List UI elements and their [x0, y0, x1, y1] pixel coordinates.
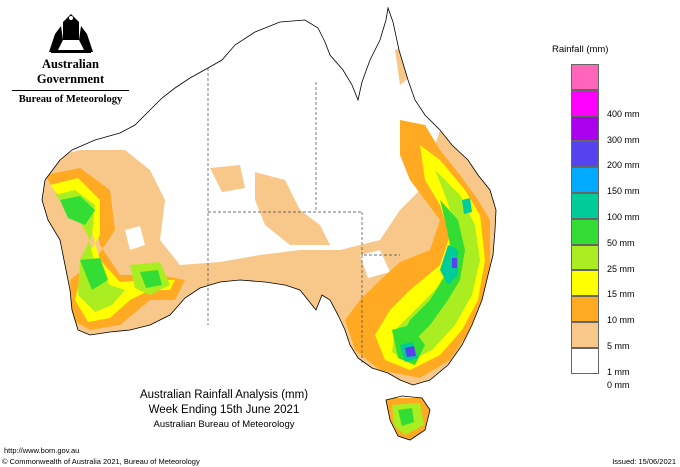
legend-label: 300 mm	[607, 134, 640, 145]
legend-row: 10 mm	[555, 296, 665, 326]
legend-label: 400 mm	[607, 108, 640, 119]
footer-copyright: © Commonwealth of Australia 2021, Bureau…	[2, 457, 200, 466]
map-title: Australian Rainfall Analysis (mm)	[139, 389, 309, 401]
legend-label: 100 mm	[607, 211, 640, 222]
legend-swatch	[571, 296, 599, 322]
legend-swatch	[571, 89, 599, 116]
legend-swatch	[571, 347, 599, 374]
legend-row: 50 mm	[555, 218, 665, 248]
legend-row: 0 mm	[555, 374, 665, 390]
rainfall-legend: Rainfall (mm) 400 mm 300 mm 200 mm 150 mm 10…	[552, 44, 665, 390]
legend-label: 50 mm	[607, 237, 635, 248]
legend-row: 400 mm	[555, 89, 665, 119]
legend-row: 15 mm	[555, 270, 665, 300]
coastline	[41, 7, 497, 441]
legend-swatch	[571, 115, 599, 142]
government-name: Australian Government	[36, 57, 105, 86]
bureau-name: Bureau of Meteorology	[18, 94, 123, 105]
legend-rows: 400 mm 300 mm 200 mm 150 mm 100 mm 50 mm 25 mm…	[555, 64, 665, 390]
government-branding: Australian Government Bureau of Meteorol…	[8, 12, 133, 105]
legend-label: 25 mm	[607, 263, 635, 274]
legend-row	[555, 64, 665, 90]
legend-row: 5 mm	[555, 321, 665, 351]
footer-issued: Issued: 15/06/2021	[612, 457, 676, 466]
legend-title: Rainfall (mm)	[552, 44, 609, 55]
footer-url[interactable]: http://www.bom.gov.au	[4, 446, 80, 455]
legend-row: 25 mm	[555, 244, 665, 274]
map-caption: Australian Rainfall Analysis (mm) Week E…	[124, 388, 324, 431]
legend-swatch	[571, 270, 599, 297]
legend-label: 1 mm	[607, 366, 630, 377]
legend-swatch	[571, 141, 599, 168]
legend-swatch	[571, 167, 599, 193]
legend-label: 200 mm	[607, 160, 640, 171]
legend-swatch	[571, 321, 599, 348]
state-borders	[207, 68, 400, 365]
legend-swatch	[571, 244, 599, 271]
legend-swatch	[571, 192, 599, 219]
legend-row: 1 mm	[555, 347, 665, 377]
map-period: Week Ending 15th June 2021	[148, 404, 300, 416]
legend-label: 150 mm	[607, 186, 640, 197]
branding-divider	[12, 90, 129, 91]
legend-row: 150 mm	[555, 167, 665, 197]
legend-row: 100 mm	[555, 192, 665, 222]
map-source: Australian Bureau of Meteorology	[153, 419, 295, 430]
legend-row: 300 mm	[555, 115, 665, 145]
legend-swatch	[571, 64, 599, 90]
legend-label: 0 mm	[607, 379, 630, 390]
legend-label: 10 mm	[607, 315, 635, 326]
legend-label: 15 mm	[607, 289, 635, 300]
legend-row: 200 mm	[555, 141, 665, 171]
legend-label: 5 mm	[607, 340, 630, 351]
legend-swatch	[571, 218, 599, 245]
coat-of-arms-icon	[48, 14, 93, 53]
